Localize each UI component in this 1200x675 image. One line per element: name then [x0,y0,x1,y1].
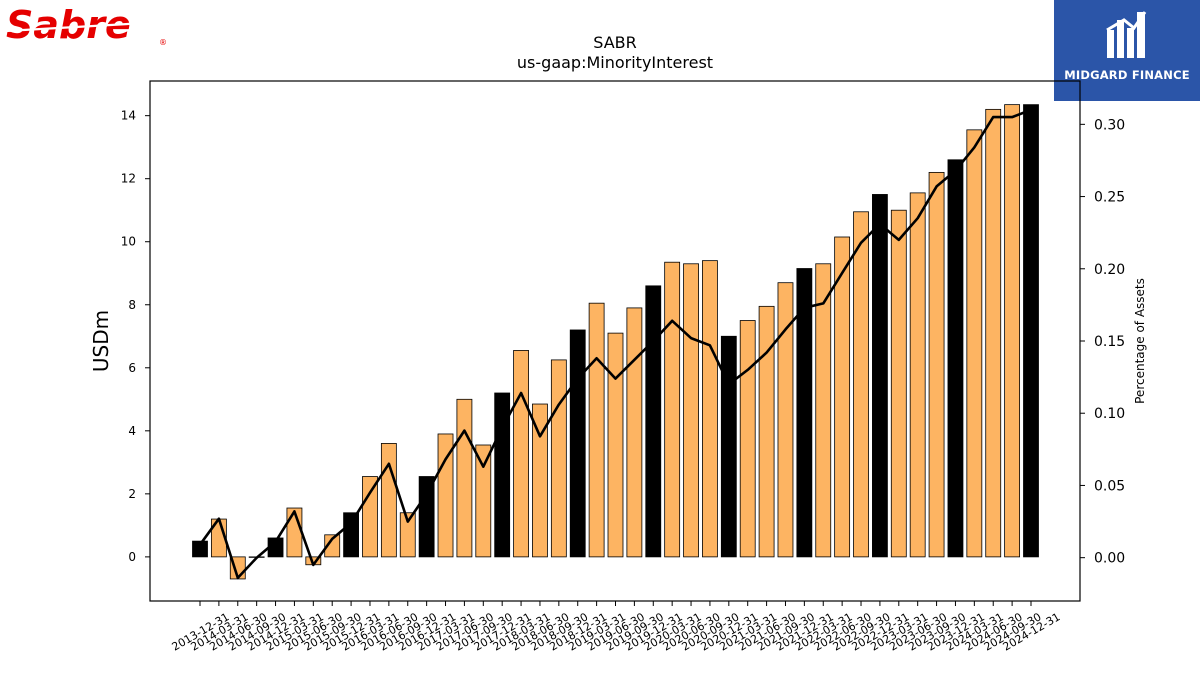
bar [985,108,1002,558]
bar [343,512,359,558]
y2-tick-label: 0.15 [1094,334,1125,350]
y-tick-label: 12 [121,172,136,186]
y2-tick-label: 0.10 [1094,406,1125,422]
y-tick-label: 14 [121,109,136,123]
bar [324,534,341,558]
bar [569,329,586,558]
y2-tick-label: 0.05 [1094,478,1125,494]
chart-subtitle: us-gaap:MinorityInterest [517,53,713,72]
midgard-mark-icon [1106,11,1147,58]
bar [815,263,832,558]
bar [399,512,416,558]
bar [456,398,473,558]
bar [758,305,775,558]
bar [796,268,813,558]
y2-tick-label: 0.25 [1094,190,1125,206]
bar [588,302,605,558]
bar [192,540,208,558]
y-axis-label: USDm [89,310,113,372]
bar [475,444,492,558]
y2-tick-label: 0.20 [1094,262,1125,278]
bar [683,263,699,558]
bar [702,260,718,558]
bar [664,261,681,558]
y2-tick-label: 0.30 [1094,117,1125,133]
bar [380,443,397,558]
y-tick-label: 8 [128,298,136,312]
bar [890,209,907,558]
bar [1023,104,1039,558]
y-tick-label: 6 [128,361,136,375]
bar [720,335,737,558]
bar [1004,104,1021,558]
bar [626,307,643,558]
bar [418,476,435,558]
bar [645,285,662,558]
bar [777,282,794,558]
bar [739,320,756,558]
bar [532,403,548,558]
y-tick-label: 0 [128,550,136,564]
svg-text:®: ® [159,38,167,47]
bar [928,171,945,558]
bar [966,129,983,558]
bar [513,350,529,558]
midgard-logo-text: MIDGARD FINANCE [1064,68,1190,82]
y2-tick-label: 0.00 [1094,551,1125,567]
bar [362,476,378,558]
bar [872,194,888,558]
pct-assets-line [198,108,1032,580]
bar [909,192,926,558]
y-tick-label: 2 [128,487,136,501]
y2-axis-label: Percentage of Assets [1133,278,1147,404]
bar [550,359,567,558]
bar [853,211,869,558]
bar [947,159,964,558]
bar [607,332,624,558]
chart-title: SABR [593,33,637,52]
sabre-logo: Sabre ® [4,2,169,52]
bar [834,236,851,558]
y-tick-label: 10 [121,235,136,249]
y-tick-label: 4 [128,424,136,438]
midgard-finance-logo: MIDGARD FINANCE [1054,0,1200,101]
